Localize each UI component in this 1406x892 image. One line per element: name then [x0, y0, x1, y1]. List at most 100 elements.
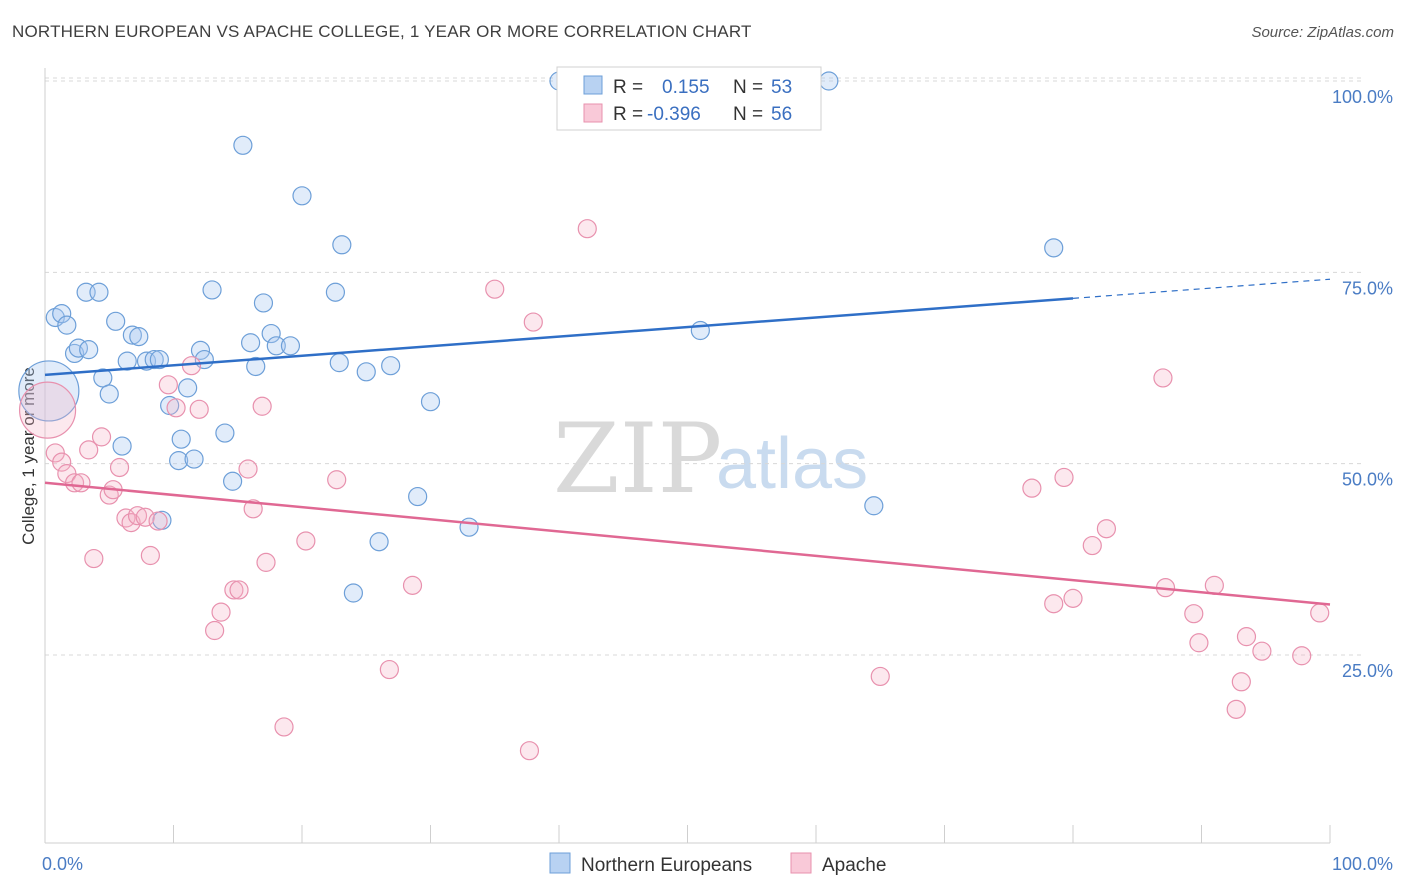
- apache-point-11: [109, 457, 130, 478]
- apache-point-35: [485, 279, 505, 299]
- apache-point-53: [1236, 627, 1257, 647]
- apache-point-22: [205, 620, 225, 641]
- apache-point-48: [1184, 604, 1204, 624]
- northern-europeans-point-35: [266, 336, 286, 356]
- northern-europeans-point-39: [329, 353, 349, 373]
- trend-line-apache: [44, 481, 1331, 606]
- apache-point-43: [1063, 588, 1083, 608]
- y-tick-label-25: 25.0%: [1342, 661, 1393, 681]
- legend-n-value-1: 53: [771, 77, 792, 98]
- apache-point-40: [1022, 478, 1042, 498]
- northern-europeans-point-41: [343, 583, 363, 603]
- source-credit: Source: ZipAtlas.com: [1251, 24, 1394, 41]
- northern-europeans-point-49: [690, 320, 710, 341]
- northern-europeans-point-38: [325, 282, 346, 302]
- legend-r-value-1: 0.155: [662, 77, 710, 98]
- northern-europeans-point-51: [864, 496, 884, 516]
- apache-point-38: [577, 219, 597, 239]
- northern-europeans-point-28: [215, 423, 235, 443]
- apache-point-36: [519, 741, 540, 761]
- chart-title: NORTHERN EUROPEAN VS APACHE COLLEGE, 1 Y…: [12, 22, 752, 41]
- apache-point-16: [140, 545, 160, 566]
- apache-point-2: [52, 452, 72, 472]
- apache-point-45: [1096, 519, 1117, 539]
- apache-point-8: [91, 427, 112, 447]
- apache-point-55: [1292, 646, 1312, 666]
- northern-europeans-point-40: [332, 235, 352, 255]
- northern-europeans-point-12: [112, 436, 132, 456]
- northern-europeans-point-27: [202, 280, 222, 300]
- legend-n-value-2: 56: [771, 104, 792, 125]
- series-apache: [18, 219, 1330, 761]
- apache-point-46: [1153, 368, 1173, 388]
- legend-r-label-1: R =: [613, 77, 643, 98]
- northern-europeans-point-24: [184, 449, 204, 469]
- legend-n-label-2: N =: [733, 104, 763, 125]
- svg-text:ZIP: ZIP: [553, 403, 722, 515]
- y-tick-label-75: 75.0%: [1342, 278, 1393, 298]
- northern-europeans-point-47: [459, 517, 479, 537]
- northern-europeans-point-5: [68, 338, 89, 358]
- legend-r-label-2: R =: [613, 104, 643, 125]
- apache-point-28: [252, 396, 272, 416]
- x-tick-label-min: 0.0%: [42, 854, 83, 874]
- legend-swatch-blue: [583, 75, 603, 95]
- axes: [44, 68, 1331, 844]
- northern-europeans-point-17: [144, 349, 164, 370]
- northern-europeans-point-46: [420, 392, 441, 412]
- trend-line-northern-europeans-extension: [1072, 278, 1331, 299]
- northern-europeans-point-6: [79, 340, 99, 360]
- series-legend: Northern Europeans Apache: [549, 852, 886, 876]
- northern-europeans-point-52: [1044, 238, 1064, 258]
- apache-point-50: [1204, 575, 1224, 595]
- legend-n-label-1: N =: [733, 77, 763, 98]
- apache-point-24: [224, 580, 244, 600]
- apache-point-42: [1054, 467, 1074, 488]
- northern-europeans-point-43: [369, 532, 389, 552]
- apache-point-30: [274, 717, 294, 737]
- apache-point-54: [1252, 641, 1272, 661]
- northern-europeans-point-14: [122, 325, 142, 345]
- apache-point-27: [243, 499, 263, 519]
- apache-point-34: [402, 575, 423, 595]
- northern-europeans-point-11: [106, 311, 126, 331]
- apache-point-15: [135, 507, 155, 527]
- y-tick-labels: 25.0% 50.0% 75.0% 100.0%: [1332, 87, 1393, 681]
- x-tick-label-max: 100.0%: [1332, 854, 1393, 874]
- northern-europeans-point-15: [129, 327, 149, 347]
- apache-point-17: [148, 511, 168, 531]
- northern-europeans-point-31: [241, 333, 261, 353]
- apache-point-25: [229, 580, 249, 600]
- apache-point-52: [1231, 672, 1251, 692]
- northern-europeans-point-13: [117, 351, 137, 371]
- northern-europeans-point-10: [99, 384, 119, 404]
- apache-point-14: [127, 506, 148, 526]
- apache-point-7: [84, 548, 104, 569]
- apache-point-51: [1226, 699, 1246, 719]
- northern-europeans-point-45: [408, 486, 428, 507]
- northern-europeans-point-22: [171, 429, 191, 449]
- trend-line-northern-europeans: [44, 297, 1074, 377]
- northern-europeans-point-33: [253, 293, 274, 313]
- northern-europeans-point-23: [178, 378, 198, 398]
- apache-point-33: [379, 659, 399, 680]
- apache-point-56: [1310, 603, 1330, 623]
- northern-europeans-point-29: [223, 471, 243, 491]
- northern-europeans-point-18: [149, 349, 169, 370]
- apache-point-5: [71, 473, 91, 493]
- apache-point-39: [870, 666, 890, 687]
- apache-point-26: [238, 459, 258, 479]
- y-axis-label: College, 1 year or more: [19, 367, 38, 545]
- apache-point-32: [327, 470, 347, 490]
- apache-point-21: [189, 399, 209, 419]
- northern-europeans-point-30: [233, 135, 253, 155]
- northern-europeans-point-50: [819, 71, 839, 91]
- apache-point-41: [1044, 594, 1064, 614]
- apache-point-4: [64, 473, 85, 493]
- apache-point-19: [166, 398, 186, 418]
- correlation-legend: R = 0.155 N = 53 R = -0.396 N = 56: [556, 66, 822, 131]
- northern-europeans-point-36: [280, 336, 301, 356]
- x-tick-labels: 0.0% 100.0%: [42, 854, 1393, 874]
- y-tick-label-50: 50.0%: [1342, 470, 1393, 490]
